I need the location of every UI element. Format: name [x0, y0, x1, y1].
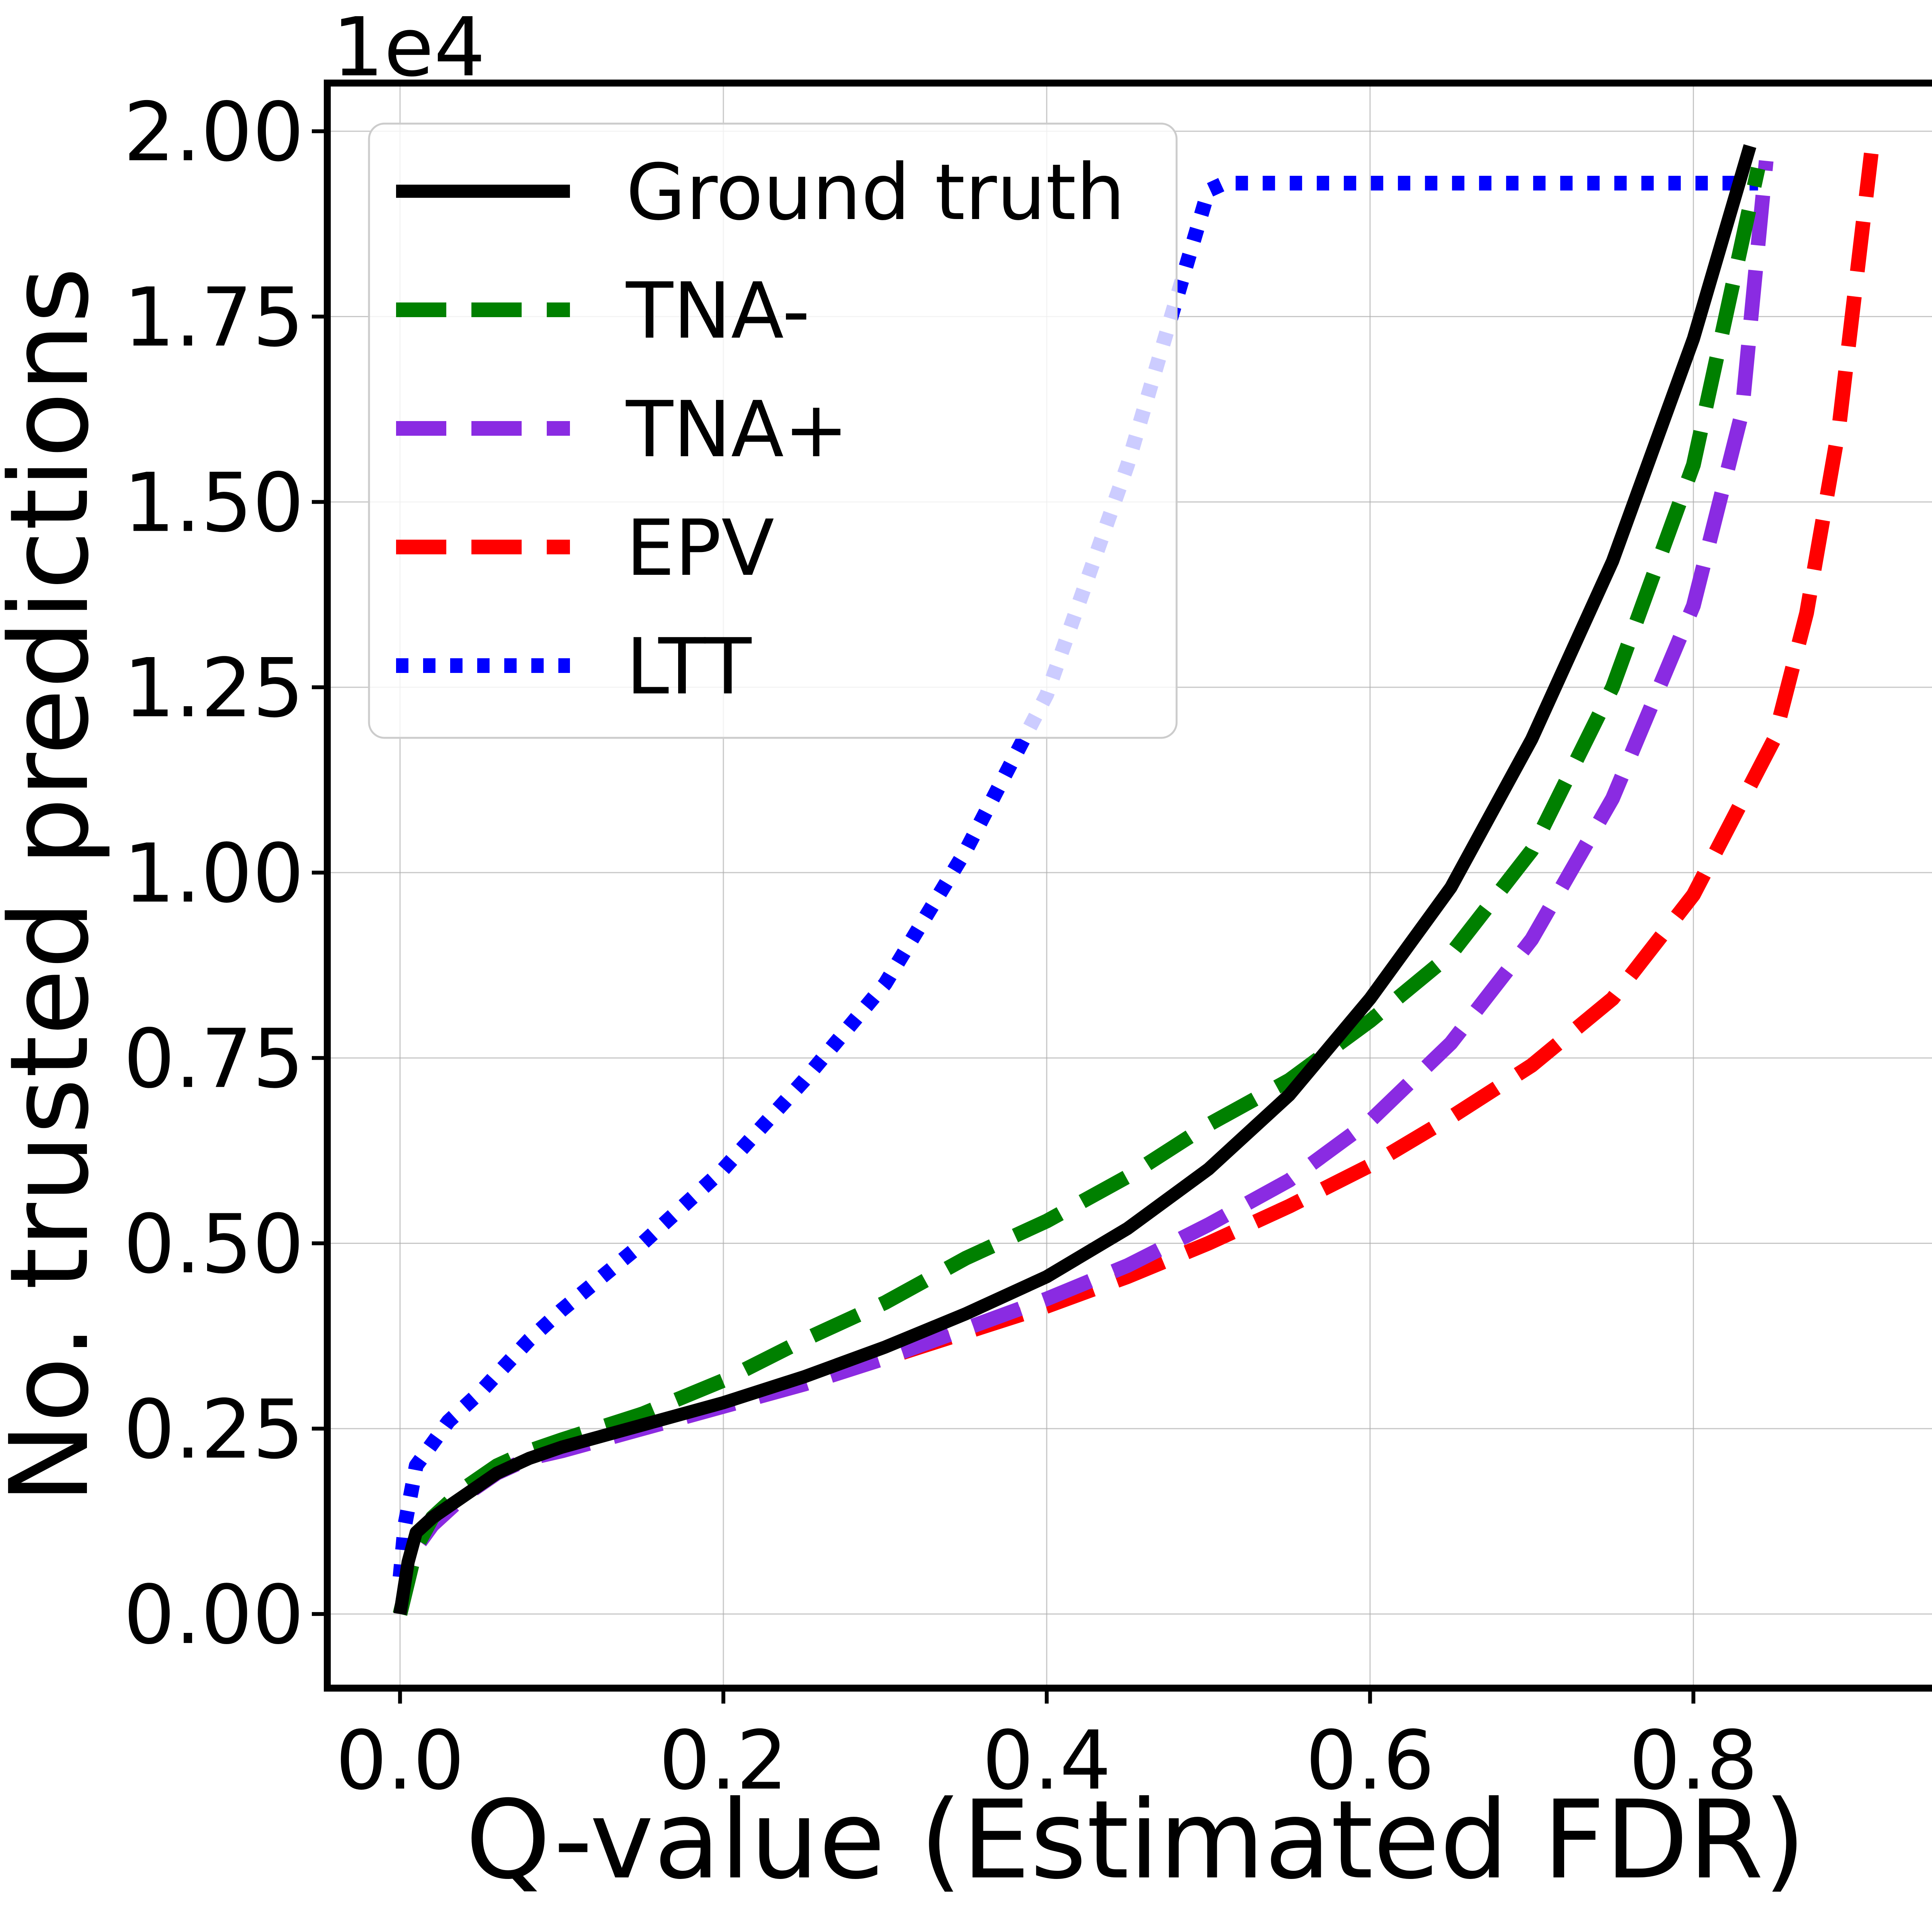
- y-tick-label: 1.50: [123, 455, 304, 550]
- x-tick-label: 0.6: [1306, 1713, 1435, 1808]
- y-tick-label: 2.00: [123, 85, 304, 180]
- legend-label-ground-truth: Ground truth: [626, 148, 1125, 238]
- legend-label-epv: EPV: [626, 503, 774, 593]
- series-lines: [393, 144, 1879, 1616]
- y-tick-label: 1.75: [123, 270, 304, 365]
- legend-frame: [368, 122, 1178, 739]
- plot-frame: [324, 80, 1932, 1692]
- series-line-ltt: [393, 176, 1758, 1578]
- x-tick-label: 0.0: [335, 1713, 464, 1808]
- y-tick-label: 1.25: [123, 641, 304, 736]
- legend-label-ltt: LTT: [626, 622, 752, 712]
- x-tick-label: 0.8: [1629, 1713, 1758, 1808]
- y-tick-label: 0.00: [123, 1568, 304, 1662]
- x-tick-label: 0.2: [659, 1713, 788, 1808]
- y-offset-label: 1e4: [332, 0, 485, 95]
- series-line-ground-truth: [393, 144, 1757, 1615]
- axis-ticks: 0.0 0.2 0.4 0.6 0.8 0.00 0.25 0.50 0.75 1.00 1.25 1…: [123, 85, 1758, 1808]
- y-axis-label: No. trusted predictions: [0, 267, 113, 1504]
- legend-label-tna: TNA-: [626, 266, 810, 356]
- y-tick-label: 0.75: [123, 1012, 304, 1106]
- legend-label-tna: TNA+: [626, 385, 849, 475]
- x-tick-label: 0.4: [982, 1713, 1111, 1808]
- x-axis-label: Q-value (Estimated FDR): [466, 1777, 1806, 1903]
- y-tick-label: 1.00: [123, 826, 304, 921]
- y-tick-label: 0.50: [123, 1197, 304, 1291]
- legend: Ground truth TNA- TNA+ EPV LTT: [368, 122, 1178, 739]
- y-tick-label: 0.25: [123, 1382, 304, 1477]
